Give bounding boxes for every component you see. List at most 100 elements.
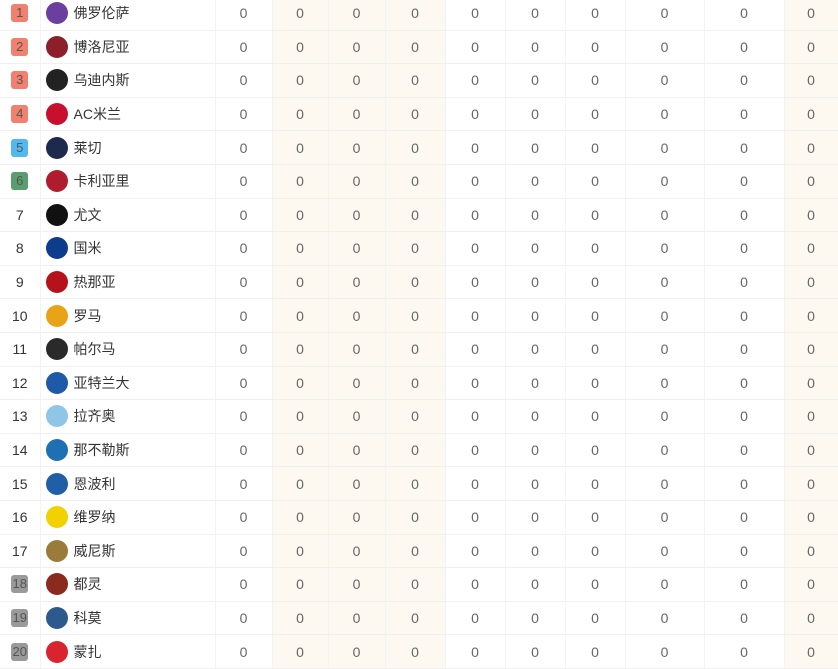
team-cell[interactable]: 维罗纳: [40, 500, 216, 535]
table-row[interactable]: 16 维罗纳 0 0 0 0 0 0 0 0 0 0: [0, 500, 838, 535]
team-cell[interactable]: 国米: [40, 231, 216, 266]
team-name[interactable]: 那不勒斯: [73, 442, 130, 459]
stat-cell: 0: [784, 164, 838, 199]
team-name[interactable]: 博洛尼亚: [73, 38, 130, 55]
stat-cell: 0: [445, 63, 506, 98]
table-row[interactable]: 18 都灵 0 0 0 0 0 0 0 0 0 0: [0, 567, 838, 602]
team-name[interactable]: 拉齐奥: [73, 408, 116, 425]
table-row[interactable]: 5 莱切 0 0 0 0 0 0 0 0 0 0: [0, 130, 838, 165]
team-name[interactable]: AC米兰: [73, 106, 121, 123]
stat-cell: 0: [565, 399, 626, 434]
team-cell[interactable]: 科莫: [40, 601, 216, 636]
team-cell[interactable]: 亚特兰大: [40, 366, 216, 401]
team-cell[interactable]: 帕尔马: [40, 332, 216, 367]
stat-cell: 0: [445, 601, 506, 636]
team-logo-icon: [45, 304, 68, 327]
table-row[interactable]: 17 威尼斯 0 0 0 0 0 0 0 0 0 0: [0, 534, 838, 569]
stat-cell: 0: [565, 332, 626, 367]
table-row[interactable]: 9 热那亚 0 0 0 0 0 0 0 0 0 0: [0, 265, 838, 300]
table-row[interactable]: 4 AC米兰 0 0 0 0 0 0 0 0 0 0: [0, 97, 838, 132]
team-cell[interactable]: 恩波利: [40, 466, 216, 501]
team-logo-icon: [45, 170, 68, 193]
team-name[interactable]: 乌迪内斯: [73, 72, 130, 89]
stat-cell: 0: [215, 164, 273, 199]
team-name[interactable]: 亚特兰大: [73, 374, 130, 391]
stat-cell: 0: [328, 567, 386, 602]
stat-cell: 0: [445, 567, 506, 602]
team-logo-icon: [45, 103, 68, 126]
table-row[interactable]: 15 恩波利 0 0 0 0 0 0 0 0 0 0: [0, 466, 838, 501]
stat-cell: 0: [385, 130, 446, 165]
team-name[interactable]: 热那亚: [73, 274, 116, 291]
table-row[interactable]: 14 那不勒斯 0 0 0 0 0 0 0 0 0 0: [0, 433, 838, 468]
stat-cell: 0: [328, 433, 386, 468]
team-name[interactable]: 威尼斯: [73, 542, 116, 559]
team-logo-icon: [45, 472, 68, 495]
team-name[interactable]: 尤文: [73, 206, 102, 223]
stat-cell: 0: [625, 567, 705, 602]
rank-cell: 10: [0, 298, 41, 333]
stat-cell: 0: [272, 601, 329, 636]
team-cell[interactable]: 罗马: [40, 298, 216, 333]
stat-cell: 0: [215, 332, 273, 367]
rank-badge: 19: [11, 608, 29, 627]
stat-cell: 0: [385, 433, 446, 468]
stat-cell: 0: [704, 63, 785, 98]
stat-cell: 0: [272, 298, 329, 333]
stat-cell: 0: [328, 130, 386, 165]
table-row[interactable]: 3 乌迪内斯 0 0 0 0 0 0 0 0 0 0: [0, 63, 838, 98]
stat-cell: 0: [625, 231, 705, 266]
team-cell[interactable]: 乌迪内斯: [40, 63, 216, 98]
team-cell[interactable]: 威尼斯: [40, 534, 216, 569]
stat-cell: 0: [215, 466, 273, 501]
stat-cell: 0: [272, 198, 329, 233]
team-cell[interactable]: 拉齐奥: [40, 399, 216, 434]
team-name[interactable]: 科莫: [73, 609, 102, 626]
team-name[interactable]: 莱切: [73, 139, 102, 156]
team-name[interactable]: 恩波利: [73, 475, 116, 492]
stat-cell: 0: [445, 97, 506, 132]
stat-cell: 0: [385, 534, 446, 569]
stat-cell: 0: [505, 164, 566, 199]
team-cell[interactable]: 莱切: [40, 130, 216, 165]
table-row[interactable]: 2 博洛尼亚 0 0 0 0 0 0 0 0 0 0: [0, 30, 838, 65]
table-row[interactable]: 13 拉齐奥 0 0 0 0 0 0 0 0 0 0: [0, 399, 838, 434]
table-row[interactable]: 6 卡利亚里 0 0 0 0 0 0 0 0 0 0: [0, 164, 838, 199]
team-name[interactable]: 卡利亚里: [73, 173, 130, 190]
stat-cell: 0: [445, 231, 506, 266]
stat-cell: 0: [385, 0, 446, 31]
team-name[interactable]: 罗马: [73, 307, 102, 324]
stat-cell: 0: [505, 0, 566, 31]
stat-cell: 0: [784, 30, 838, 65]
table-row[interactable]: 11 帕尔马 0 0 0 0 0 0 0 0 0 0: [0, 332, 838, 367]
team-name[interactable]: 佛罗伦萨: [73, 5, 130, 22]
team-cell[interactable]: 卡利亚里: [40, 164, 216, 199]
stat-cell: 0: [704, 534, 785, 569]
team-name[interactable]: 维罗纳: [73, 509, 116, 526]
table-row[interactable]: 8 国米 0 0 0 0 0 0 0 0 0 0: [0, 231, 838, 266]
stat-cell: 0: [385, 97, 446, 132]
table-row[interactable]: 12 亚特兰大 0 0 0 0 0 0 0 0 0 0: [0, 366, 838, 401]
team-cell[interactable]: 都灵: [40, 567, 216, 602]
team-name[interactable]: 国米: [73, 240, 102, 257]
table-row[interactable]: 7 尤文 0 0 0 0 0 0 0 0 0 0: [0, 198, 838, 233]
stat-cell: 0: [445, 30, 506, 65]
table-row[interactable]: 19 科莫 0 0 0 0 0 0 0 0 0 0: [0, 601, 838, 636]
stat-cell: 0: [625, 298, 705, 333]
team-cell[interactable]: 博洛尼亚: [40, 30, 216, 65]
stat-cell: 0: [385, 466, 446, 501]
team-name[interactable]: 都灵: [73, 576, 102, 593]
rank-badge: 5: [11, 138, 29, 157]
stat-cell: 0: [704, 198, 785, 233]
stat-cell: 0: [272, 366, 329, 401]
team-cell[interactable]: 佛罗伦萨: [40, 0, 216, 31]
team-cell[interactable]: 那不勒斯: [40, 433, 216, 468]
team-cell[interactable]: 热那亚: [40, 265, 216, 300]
team-cell[interactable]: AC米兰: [40, 97, 216, 132]
team-cell[interactable]: 尤文: [40, 198, 216, 233]
team-name[interactable]: 帕尔马: [73, 341, 116, 358]
table-row[interactable]: 1 佛罗伦萨 0 0 0 0 0 0 0 0 0 0: [0, 0, 838, 31]
table-row[interactable]: 10 罗马 0 0 0 0 0 0 0 0 0 0: [0, 298, 838, 333]
stat-cell: 0: [505, 601, 566, 636]
rank-cell: 3: [0, 63, 41, 98]
